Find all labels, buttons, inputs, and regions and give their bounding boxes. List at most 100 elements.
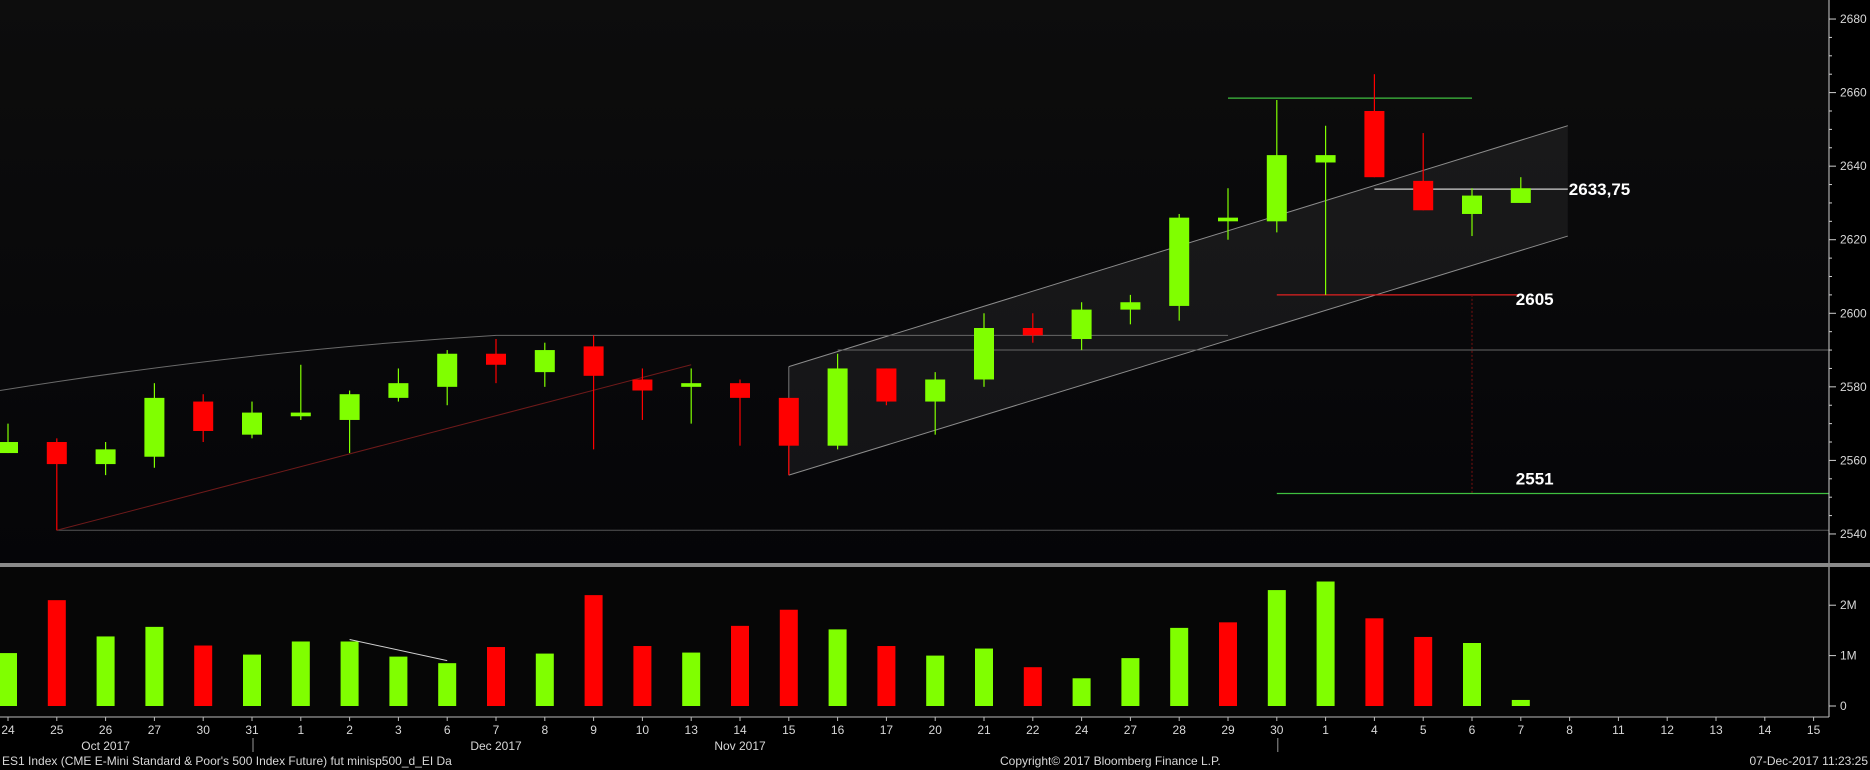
- candle-body: [1218, 217, 1238, 222]
- volume-bar: [975, 648, 993, 706]
- candle-body: [290, 412, 311, 417]
- volume-bar: [926, 655, 945, 706]
- candle-body: [242, 412, 262, 435]
- month-label: Nov 2017: [714, 739, 766, 753]
- candle: [388, 368, 409, 402]
- candle-body: [925, 379, 946, 402]
- date-tick-label: 30: [1270, 723, 1284, 737]
- volume-bar: [1023, 667, 1042, 706]
- candle: [1169, 213, 1190, 321]
- volume-bar: [731, 625, 749, 706]
- volume-axis: 0 1M 2M: [1828, 567, 1857, 717]
- candle-body: [534, 350, 555, 373]
- date-tick-label: 6: [1469, 723, 1476, 737]
- candle-body: [583, 346, 604, 376]
- date-tick-label: 31: [245, 723, 259, 737]
- candle-body: [632, 379, 653, 391]
- date-tick-label: 1: [1322, 723, 1329, 737]
- volume-bar: [0, 653, 17, 706]
- candle: [974, 313, 994, 387]
- date-tick-label: 9: [590, 723, 597, 737]
- candle: [437, 350, 458, 406]
- candle: [1462, 188, 1482, 237]
- price-tick-label: 2560: [1840, 453, 1867, 467]
- price-tick-label: 2580: [1840, 380, 1867, 394]
- volume-bar: [1511, 699, 1530, 706]
- date-tick-label: 6: [444, 723, 451, 737]
- candle-body: [681, 383, 702, 387]
- candle-body: [974, 327, 994, 380]
- volume-bar: [1463, 643, 1481, 706]
- date-tick-label: 12: [1661, 723, 1675, 737]
- candle: [583, 335, 604, 450]
- volume-bar: [340, 641, 359, 706]
- month-label: Oct 2017: [81, 739, 130, 753]
- panel-separator: [0, 563, 1870, 567]
- date-tick-label: 5: [1420, 723, 1427, 737]
- security-description: ES1 Index (CME E-Mini Standard & Poor's …: [2, 754, 452, 768]
- volume-bar: [145, 626, 164, 706]
- date-tick-label: 1: [297, 723, 304, 737]
- candle-body: [1462, 195, 1482, 214]
- date-tick-label: 25: [50, 723, 64, 737]
- price-annotation-label: 2605: [1516, 290, 1554, 309]
- volume-bar: [584, 595, 603, 706]
- candle-body: [1266, 155, 1287, 222]
- volume-bar: [779, 609, 798, 706]
- volume-bar: [194, 645, 213, 706]
- volume-tick-label: 1M: [1840, 649, 1857, 663]
- date-tick-label: 22: [1026, 723, 1040, 737]
- volume-bar: [1316, 581, 1335, 706]
- volume-tick-label: 0: [1840, 699, 1847, 713]
- date-tick-label: 21: [977, 723, 991, 737]
- price-annotations: 2633,75 2605 2551: [1516, 180, 1630, 488]
- copyright-notice: Copyright© 2017 Bloomberg Finance L.P.: [1000, 754, 1221, 768]
- date-axis: 24 25 26 27 30 31 1 2 3 6 7 8 9 10 13 14 15 16 17 20 21 22 24 2…: [0, 716, 1829, 753]
- volume-bar: [1267, 590, 1286, 706]
- price-tick-label: 2600: [1840, 306, 1867, 320]
- candle-body: [1510, 188, 1531, 203]
- date-tick-label: 13: [685, 723, 699, 737]
- price-annotation-label: 2633,75: [1569, 180, 1630, 199]
- candle-body: [486, 353, 506, 365]
- volume-bar: [47, 600, 66, 706]
- volume-bar: [389, 656, 408, 706]
- candle-body: [95, 449, 116, 465]
- candle: [242, 401, 262, 439]
- candle: [925, 372, 946, 435]
- rising-trend-line: [56, 364, 692, 531]
- candle: [1364, 74, 1385, 178]
- timestamp: 07-Dec-2017 11:23:25: [1749, 754, 1868, 768]
- date-tick-label: 24: [1075, 723, 1089, 737]
- date-tick-label: 8: [1566, 723, 1573, 737]
- date-tick-label: 14: [733, 723, 747, 737]
- volume-bar: [1170, 627, 1189, 706]
- candle: [778, 397, 799, 476]
- date-tick-label: 28: [1173, 723, 1187, 737]
- date-tick-label: 13: [1709, 723, 1723, 737]
- volume-bars-layer: [0, 581, 1530, 706]
- volume-bar: [535, 653, 554, 706]
- date-tick-label: 27: [1124, 723, 1138, 737]
- price-tick-label: 2680: [1840, 12, 1867, 26]
- price-tick-label: 2540: [1840, 527, 1867, 541]
- candle: [1022, 313, 1043, 343]
- volume-bar: [1219, 622, 1237, 706]
- date-tick-label: 10: [636, 723, 650, 737]
- candle: [632, 368, 653, 420]
- volume-bar: [438, 663, 457, 706]
- candle-body: [730, 383, 750, 398]
- date-tick-label: 2: [346, 723, 353, 737]
- candle-body: [388, 383, 409, 398]
- candle: [730, 379, 750, 446]
- volume-bar: [96, 636, 115, 706]
- date-tick-label: 14: [1758, 723, 1772, 737]
- date-tick-label: 15: [782, 723, 796, 737]
- candle-body: [144, 397, 165, 457]
- candle-body: [1364, 110, 1385, 178]
- candle: [827, 353, 848, 450]
- volume-bar: [682, 652, 701, 706]
- volume-tick-label: 2M: [1840, 598, 1857, 612]
- candle: [1218, 188, 1238, 240]
